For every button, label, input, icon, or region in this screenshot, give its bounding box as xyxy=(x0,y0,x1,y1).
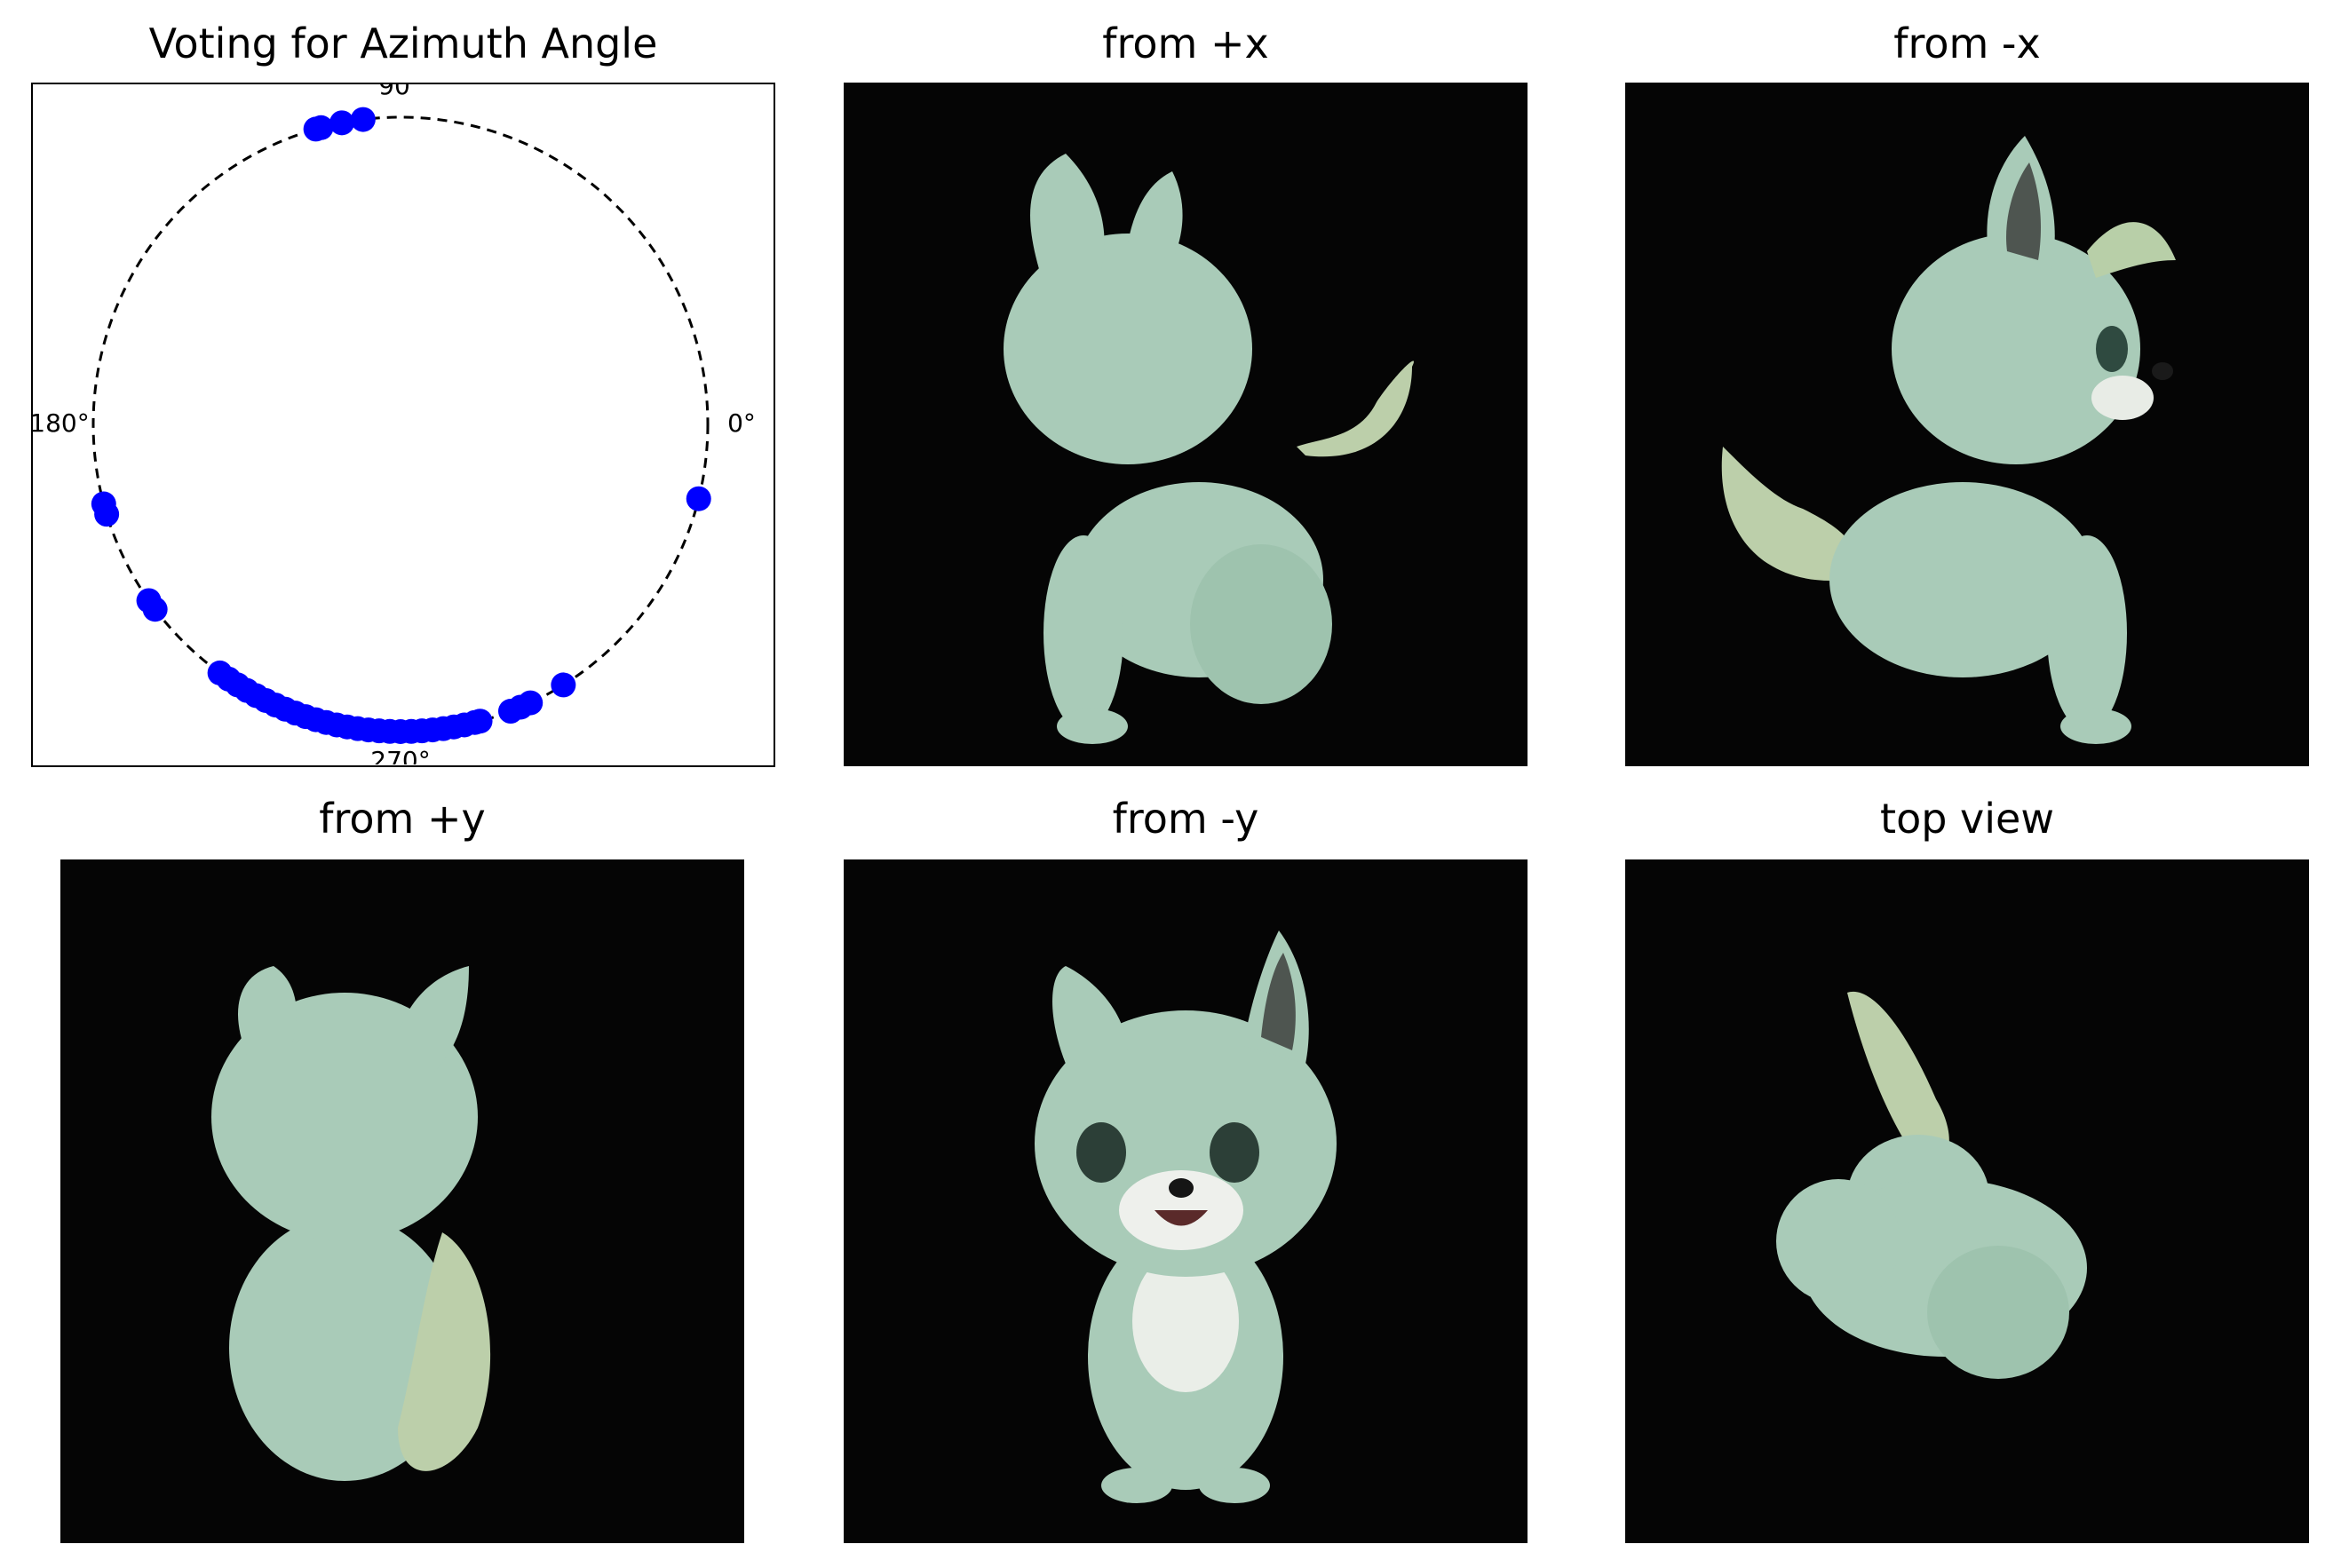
view-title-plus-x: from +x xyxy=(1102,20,1269,67)
fox-ear-inner xyxy=(2006,162,2041,260)
azimuth-circle xyxy=(91,115,710,733)
fox-nose xyxy=(1169,1178,1194,1198)
fox-paw xyxy=(1101,1468,1172,1503)
fox-ear xyxy=(1030,154,1105,269)
vote-points xyxy=(91,107,711,744)
fox-tail xyxy=(1297,360,1414,457)
fox-tail xyxy=(398,1232,491,1471)
render-top-view xyxy=(1625,859,2309,1543)
fox-mouth xyxy=(1155,1210,1208,1226)
fox-paw xyxy=(1199,1468,1270,1503)
view-title-minus-x: from -x xyxy=(1893,20,2041,67)
chart-title: Voting for Azimuth Angle xyxy=(148,20,658,67)
fox-leg xyxy=(1044,535,1123,731)
vote-point xyxy=(303,116,329,142)
fox-paw xyxy=(2060,709,2131,744)
fox-eye xyxy=(2096,326,2128,372)
fox-ear xyxy=(398,966,469,1073)
fox-eye xyxy=(1210,1122,1259,1183)
angle-label-0: 0° xyxy=(727,408,756,438)
vote-point xyxy=(142,597,168,622)
fox-ear xyxy=(1776,1179,1901,1303)
fox-tail xyxy=(1721,447,1858,581)
view-title-top: top view xyxy=(1880,795,2054,843)
fox-eye xyxy=(1076,1122,1126,1183)
fox-nose xyxy=(2152,362,2173,380)
fox-ear xyxy=(1927,1246,2069,1379)
fox-ear xyxy=(1128,171,1183,260)
render-from-plus-y xyxy=(60,859,744,1543)
azimuth-plot: 0° 90° 180° 270° xyxy=(33,84,756,764)
fox-body xyxy=(1829,482,2096,677)
fox-cheek xyxy=(2091,376,2154,420)
azimuth-plot-frame: 0° 90° 180° 270° xyxy=(31,83,775,767)
fox-head xyxy=(1004,234,1252,464)
render-from-minus-y xyxy=(844,859,1528,1543)
fox-ear xyxy=(1052,966,1128,1064)
vote-point xyxy=(329,110,354,136)
fox-paw xyxy=(1057,709,1128,744)
render-from-minus-x xyxy=(1625,83,2309,766)
angle-labels: 0° 90° 180° 270° xyxy=(33,84,756,764)
fox-tail xyxy=(1847,991,1949,1167)
vote-point xyxy=(350,107,376,132)
vote-point xyxy=(467,709,493,734)
fox-leg xyxy=(2047,535,2127,731)
angle-label-270: 270° xyxy=(370,746,430,764)
vote-point xyxy=(686,486,711,511)
fox-haunch xyxy=(1190,544,1332,704)
fox-chest xyxy=(1132,1250,1239,1392)
vote-point xyxy=(518,690,544,716)
vote-point xyxy=(94,502,120,527)
view-title-plus-y: from +y xyxy=(319,795,486,843)
fox-head xyxy=(1892,234,2140,464)
angle-label-180: 180° xyxy=(33,408,90,438)
vote-point xyxy=(551,672,576,698)
render-from-plus-x xyxy=(844,83,1528,766)
fox-head xyxy=(211,993,478,1241)
view-title-minus-y: from -y xyxy=(1112,795,1259,843)
angle-label-90: 90° xyxy=(378,84,423,100)
fox-ear-inner xyxy=(1261,953,1296,1050)
fox-head xyxy=(1035,1010,1337,1277)
fox-ear xyxy=(238,966,297,1055)
fox-ear xyxy=(2087,222,2176,278)
